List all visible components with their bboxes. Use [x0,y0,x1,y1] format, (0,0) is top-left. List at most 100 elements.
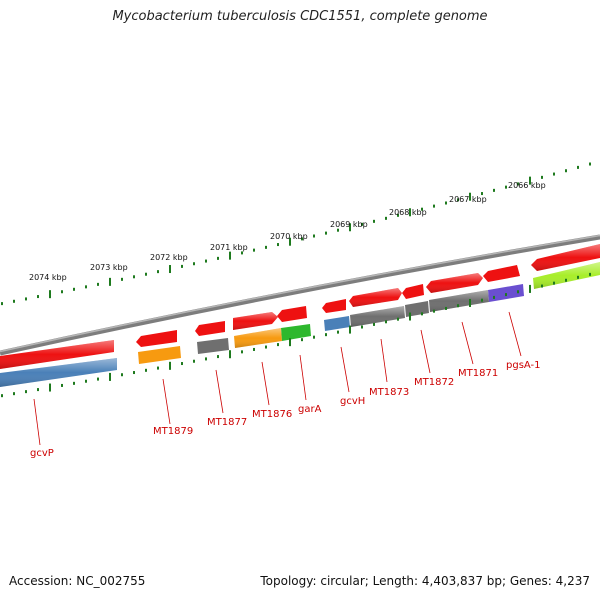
ruler-dot [25,390,27,394]
ruler-dot [97,282,99,286]
gene-label-gcvP: gcvP [30,448,54,459]
gene-forward-MT1879 [136,330,177,347]
ruler-dot [445,201,447,205]
ruler-major-tick [469,298,471,307]
ruler-dot [325,231,327,235]
ruler-dot [61,290,63,294]
ruler-dot [301,338,303,342]
ruler-dot [97,377,99,381]
genome-summary-text: Topology: circular; Length: 4,403,837 bp… [260,574,590,588]
ruler-dot [121,373,123,377]
gene-reverse-pgsA-1 [488,284,524,302]
ruler-major-tick [409,208,411,217]
tick-label-2069: 2069 kbp [330,220,368,229]
ruler-dot [121,277,123,281]
ruler-dot [457,198,459,202]
ruler-dot [145,368,147,372]
tick-label-2071: 2071 kbp [210,243,248,252]
gene-forward-MT1877 [195,321,225,336]
leader-MT1876 [261,361,270,406]
gene-label-MT1876: MT1876 [252,409,292,420]
gene-forward-pgsA-1 [483,265,520,282]
ruler-dot [277,343,279,347]
gene-reverse-garA [281,324,311,341]
ruler-dot [421,207,423,211]
ruler-dot [313,335,315,339]
ruler-major-tick [469,192,471,201]
gene-label-MT1879: MT1879 [153,426,193,437]
ruler-dot [565,169,567,173]
leader-gcvH [340,346,350,393]
tick-label-2073: 2073 kbp [90,263,128,272]
tick-label-2070: 2070 kbp [270,232,308,241]
outer-ruler-labels: 2074 kbp 2073 kbp 2072 kbp 2071 kbp 2070… [29,181,546,282]
ruler-dot [241,350,243,354]
ruler-dot [337,228,339,232]
ruler-dot [145,272,147,276]
ruler-dot [553,281,555,285]
ruler-dot [505,185,507,189]
ruler-dot [541,175,543,179]
ruler-dot [421,312,423,316]
ruler-dot [37,388,39,392]
ruler-dot [493,295,495,299]
ruler-dot [157,270,159,274]
ruler-dot [577,165,579,169]
reverse-strand [0,262,600,387]
inner-ruler-major-ticks [49,284,531,392]
ruler-dot [577,275,579,279]
gene-labels: gcvP MT1879 MT1877 MT1876 garA gcvH MT18… [30,311,541,459]
ruler-dot [361,325,363,329]
ruler-dot [433,204,435,208]
ruler-dot [61,383,63,387]
outer-ruler: 2074 kbp 2073 kbp 2072 kbp 2071 kbp 2070… [1,162,591,306]
ruler-dot [505,293,507,297]
leader-MT1877 [215,369,224,414]
ruler-dot [253,347,255,351]
gene-label-MT1877: MT1877 [207,417,247,428]
ruler-major-tick [289,338,291,347]
inner-ruler [1,272,591,398]
ruler-dot [589,162,591,166]
ruler-major-tick [409,312,411,321]
ruler-major-tick [49,383,51,392]
ruler-dot [181,362,183,366]
ruler-dot [373,322,375,326]
ruler-dot [37,295,39,299]
genome-backbone [0,234,600,356]
gene-forward-MT1872 [402,284,424,299]
ruler-dot [589,272,591,276]
ruler-dot [373,219,375,223]
leader-gcvP [33,398,41,446]
ruler-dot [385,320,387,324]
ruler-major-tick [349,325,351,334]
ruler-dot [205,357,207,361]
gene-reverse-MT1879 [138,346,181,364]
ruler-dot [85,285,87,289]
ruler-dot [1,302,3,306]
gene-label-gcvH: gcvH [340,396,365,407]
leader-MT1872 [420,329,431,374]
ruler-dot [397,213,399,217]
ruler-dot [433,309,435,313]
ruler-dot [457,304,459,308]
ruler-dot [157,366,159,370]
ruler-dot [445,306,447,310]
ruler-dot [73,287,75,291]
ruler-dot [193,359,195,363]
leader-MT1871 [461,321,474,365]
ruler-dot [517,182,519,186]
ruler-dot [553,172,555,176]
tick-label-2068: 2068 kbp [389,208,427,217]
ruler-dot [385,216,387,220]
outer-ruler-major-ticks [49,176,531,299]
ruler-dot [277,243,279,247]
ruler-major-tick [529,176,531,185]
ruler-major-tick [229,251,231,260]
ruler-dot [481,298,483,302]
ruler-dot [565,278,567,282]
leader-garA [299,354,307,401]
leader-MT1879 [162,378,171,425]
ruler-dot [337,330,339,334]
